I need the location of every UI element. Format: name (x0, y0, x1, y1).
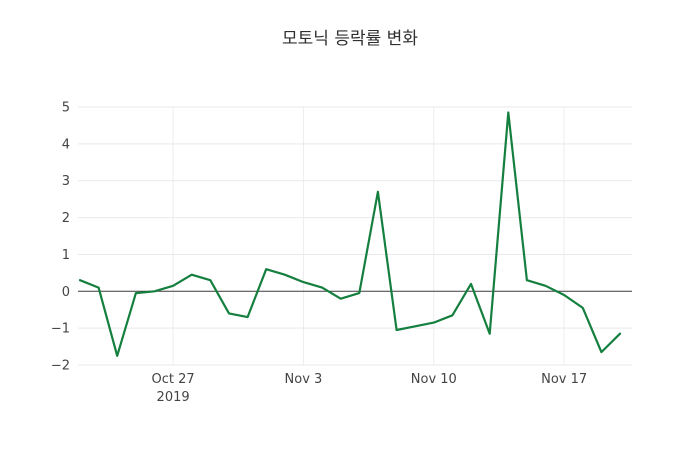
series-line (78, 111, 622, 357)
y-tick-label: −1 (51, 322, 70, 337)
plot-area: −2 −1 0 1 2 3 4 5 Oct 27 2019 Nov 3 Nov 10 Nov 17 (51, 101, 632, 405)
chart-title: 모토닉 등락률 변화 (282, 29, 418, 49)
y-tick-label: 4 (62, 137, 70, 152)
x-tick-label: Nov 3 (285, 372, 323, 387)
y-tick-label: 5 (62, 101, 70, 116)
y-tick-label: 0 (62, 285, 70, 300)
y-tick-label: 1 (62, 248, 70, 263)
x-tick-sublabel: 2019 (157, 390, 190, 405)
y-tick-label: −2 (51, 359, 70, 374)
x-tick-label: Nov 10 (411, 372, 457, 387)
x-tick-label: Nov 17 (541, 372, 587, 387)
x-tick-label: Oct 27 (152, 372, 195, 387)
y-tick-label: 3 (62, 174, 70, 189)
y-tick-label: 2 (62, 211, 70, 226)
